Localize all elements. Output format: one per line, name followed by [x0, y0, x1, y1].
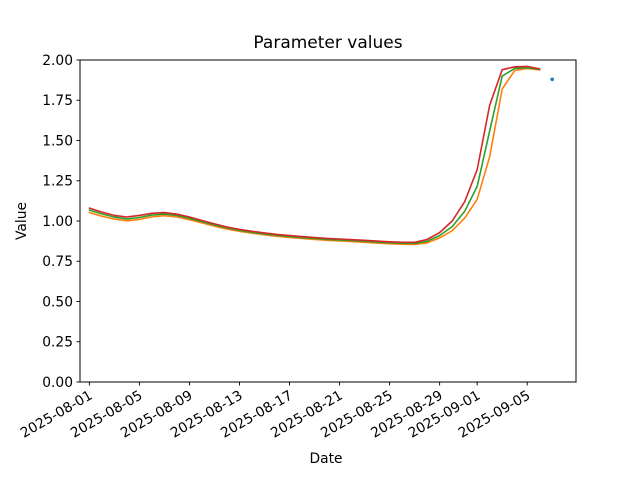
y-tick-label: 2.00	[42, 53, 73, 69]
y-tick-label: 0.00	[42, 375, 73, 391]
y-tick-label: 1.25	[42, 174, 73, 190]
y-tick-label: 1.50	[42, 133, 73, 149]
series-line-green	[88, 66, 541, 245]
chart-title: Parameter values	[253, 33, 402, 53]
y-tick-label: 1.00	[42, 214, 73, 230]
y-axis-label: Value	[14, 202, 30, 240]
y-tick-label: 0.25	[42, 335, 73, 351]
x-axis-label: Date	[310, 451, 343, 467]
series-line-orange	[88, 67, 541, 246]
y-tick-label: 1.75	[42, 93, 73, 109]
axes-spines	[79, 59, 577, 383]
series-line-red	[88, 65, 541, 244]
y-tick-label: 0.50	[42, 294, 73, 310]
scatter-point-blue	[550, 77, 554, 82]
chart-generated-layer: 0.000.250.500.751.001.251.501.752.002025…	[18, 53, 577, 442]
y-tick-label: 0.75	[42, 254, 73, 270]
